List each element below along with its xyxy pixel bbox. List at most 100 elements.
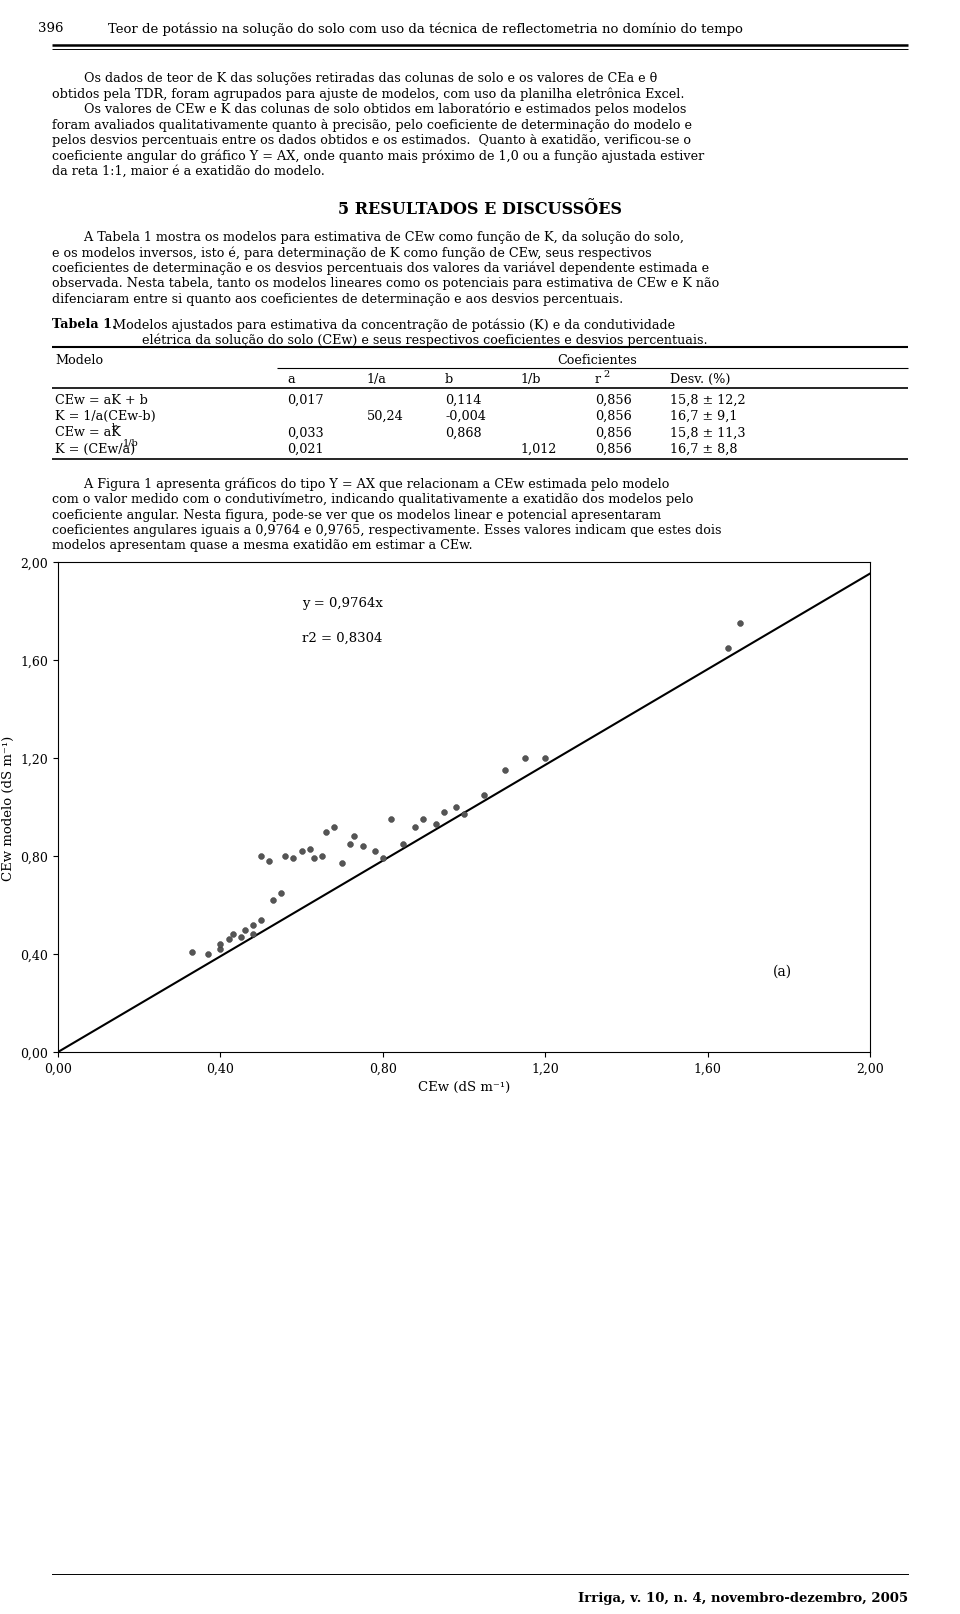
Text: 15,8 ± 12,2: 15,8 ± 12,2	[670, 394, 746, 407]
Text: coeficientes de determinação e os desvios percentuais dos valores da variável de: coeficientes de determinação e os desvio…	[52, 261, 709, 274]
Text: K = 1/a(CEw-b): K = 1/a(CEw-b)	[55, 410, 156, 423]
Text: 5 RESULTADOS E DISCUSSÕES: 5 RESULTADOS E DISCUSSÕES	[338, 200, 622, 218]
Text: da reta 1:1, maior é a exatidão do modelo.: da reta 1:1, maior é a exatidão do model…	[52, 165, 324, 178]
Point	[517, 746, 533, 771]
Point	[274, 880, 289, 905]
Text: Modelos ajustados para estimativa da concentração de potássio (K) e da condutivi: Modelos ajustados para estimativa da con…	[109, 318, 675, 331]
Text: coeficiente angular. Nesta figura, pode-se ver que os modelos linear e potencial: coeficiente angular. Nesta figura, pode-…	[52, 508, 661, 521]
Text: (a): (a)	[773, 964, 792, 978]
Text: CEw = aK + b: CEw = aK + b	[55, 394, 148, 407]
Text: b: b	[445, 373, 453, 386]
Text: 396: 396	[38, 23, 63, 36]
Point	[314, 844, 329, 870]
Text: Desv. (%): Desv. (%)	[670, 373, 731, 386]
Text: 15,8 ± 11,3: 15,8 ± 11,3	[670, 426, 746, 439]
Point	[416, 807, 431, 833]
Text: 16,7 ± 8,8: 16,7 ± 8,8	[670, 442, 737, 455]
Point	[476, 783, 492, 809]
Text: 0,021: 0,021	[287, 442, 324, 455]
Point	[225, 922, 240, 947]
Point	[375, 846, 391, 872]
Text: r: r	[595, 373, 601, 386]
Point	[253, 907, 269, 933]
Point	[302, 836, 318, 862]
Text: coeficiente angular do gráfico Y = AX, onde quanto mais próximo de 1,0 ou a funç: coeficiente angular do gráfico Y = AX, o…	[52, 150, 705, 163]
Text: 0,856: 0,856	[595, 442, 632, 455]
Text: 1/b: 1/b	[123, 439, 139, 447]
Text: 0,856: 0,856	[595, 426, 632, 439]
Point	[294, 839, 309, 865]
Text: e os modelos inversos, isto é, para determinação de K como função de CEw, seus r: e os modelos inversos, isto é, para dete…	[52, 245, 652, 260]
Text: Irriga, v. 10, n. 4, novembro-dezembro, 2005: Irriga, v. 10, n. 4, novembro-dezembro, …	[578, 1591, 908, 1604]
Point	[233, 925, 249, 951]
Text: 0,856: 0,856	[595, 394, 632, 407]
Text: coeficientes angulares iguais a 0,9764 e 0,9765, respectivamente. Esses valores : coeficientes angulares iguais a 0,9764 e…	[52, 523, 722, 537]
Point	[347, 825, 362, 851]
Point	[213, 931, 228, 957]
Text: difenciaram entre si quanto aos coeficientes de determinação e aos desvios perce: difenciaram entre si quanto aos coeficie…	[52, 292, 623, 305]
Text: A Tabela 1 mostra os modelos para estimativa de CEw como função de K, da solução: A Tabela 1 mostra os modelos para estima…	[52, 231, 684, 244]
Point	[221, 926, 236, 952]
Point	[456, 802, 471, 828]
Text: 0,017: 0,017	[287, 394, 324, 407]
Text: -0,004: -0,004	[445, 410, 486, 423]
Point	[201, 941, 216, 967]
Point	[245, 922, 260, 947]
Text: 1/b: 1/b	[520, 373, 540, 386]
Text: Tabela 1.: Tabela 1.	[52, 318, 116, 331]
Point	[266, 888, 281, 914]
Text: 16,7 ± 9,1: 16,7 ± 9,1	[670, 410, 737, 423]
Text: 0,856: 0,856	[595, 410, 632, 423]
Point	[538, 746, 553, 771]
Point	[245, 912, 260, 938]
Text: r2 = 0,8304: r2 = 0,8304	[301, 631, 382, 644]
Text: y = 0,9764x: y = 0,9764x	[301, 597, 382, 610]
Point	[213, 936, 228, 962]
Point	[383, 807, 398, 833]
Point	[355, 834, 371, 860]
Text: Modelo: Modelo	[55, 353, 103, 366]
Point	[408, 813, 423, 839]
Point	[396, 831, 411, 857]
X-axis label: CEw (dS m⁻¹): CEw (dS m⁻¹)	[418, 1081, 510, 1094]
Text: 0,868: 0,868	[445, 426, 482, 439]
Point	[448, 794, 464, 820]
Text: foram avaliados qualitativamente quanto à precisão, pelo coeficiente de determin: foram avaliados qualitativamente quanto …	[52, 118, 692, 131]
Text: b: b	[112, 423, 118, 431]
Point	[261, 849, 276, 875]
Point	[277, 844, 293, 870]
Text: 0,033: 0,033	[287, 426, 324, 439]
Point	[436, 799, 451, 825]
Text: 1/a: 1/a	[367, 373, 387, 386]
Text: 2: 2	[603, 370, 610, 379]
Point	[253, 844, 269, 870]
Point	[334, 851, 349, 876]
Text: observada. Nesta tabela, tanto os modelos lineares como os potenciais para estim: observada. Nesta tabela, tanto os modelo…	[52, 278, 719, 291]
Text: K = (CEw/a): K = (CEw/a)	[55, 442, 135, 455]
Point	[319, 818, 334, 844]
Text: 1,012: 1,012	[520, 442, 557, 455]
Text: Teor de potássio na solução do solo com uso da técnica de reflectometria no domí: Teor de potássio na solução do solo com …	[108, 23, 743, 36]
Y-axis label: CEw modelo (dS m⁻¹): CEw modelo (dS m⁻¹)	[2, 734, 14, 880]
Text: Os valores de CEw e K das colunas de solo obtidos em laboratório e estimados pel: Os valores de CEw e K das colunas de sol…	[52, 103, 686, 116]
Point	[428, 812, 444, 838]
Point	[184, 939, 200, 965]
Text: modelos apresentam quase a mesma exatidão em estimar a CEw.: modelos apresentam quase a mesma exatidã…	[52, 539, 472, 552]
Text: 0,114: 0,114	[445, 394, 481, 407]
Point	[497, 759, 513, 784]
Text: Coeficientes: Coeficientes	[558, 353, 637, 366]
Text: obtidos pela TDR, foram agrupados para ajuste de modelos, com uso da planilha el: obtidos pela TDR, foram agrupados para a…	[52, 87, 684, 102]
Text: a: a	[287, 373, 295, 386]
Text: Os dados de teor de K das soluções retiradas das colunas de solo e os valores de: Os dados de teor de K das soluções retir…	[52, 73, 658, 86]
Point	[720, 636, 735, 662]
Text: 50,24: 50,24	[367, 410, 404, 423]
Point	[367, 839, 382, 865]
Text: elétrica da solução do solo (CEw) e seus respectivos coeficientes e desvios perc: elétrica da solução do solo (CEw) e seus…	[142, 334, 708, 347]
Point	[237, 917, 252, 943]
Text: pelos desvios percentuais entre os dados obtidos e os estimados.  Quanto à exati: pelos desvios percentuais entre os dados…	[52, 134, 691, 147]
Text: A Figura 1 apresenta gráficos do tipo Y = AX que relacionam a CEw estimada pelo : A Figura 1 apresenta gráficos do tipo Y …	[52, 478, 669, 491]
Point	[286, 846, 301, 872]
Point	[343, 831, 358, 857]
Point	[732, 612, 748, 638]
Text: com o valor medido com o condutivímetro, indicando qualitativamente a exatidão d: com o valor medido com o condutivímetro,…	[52, 492, 693, 507]
